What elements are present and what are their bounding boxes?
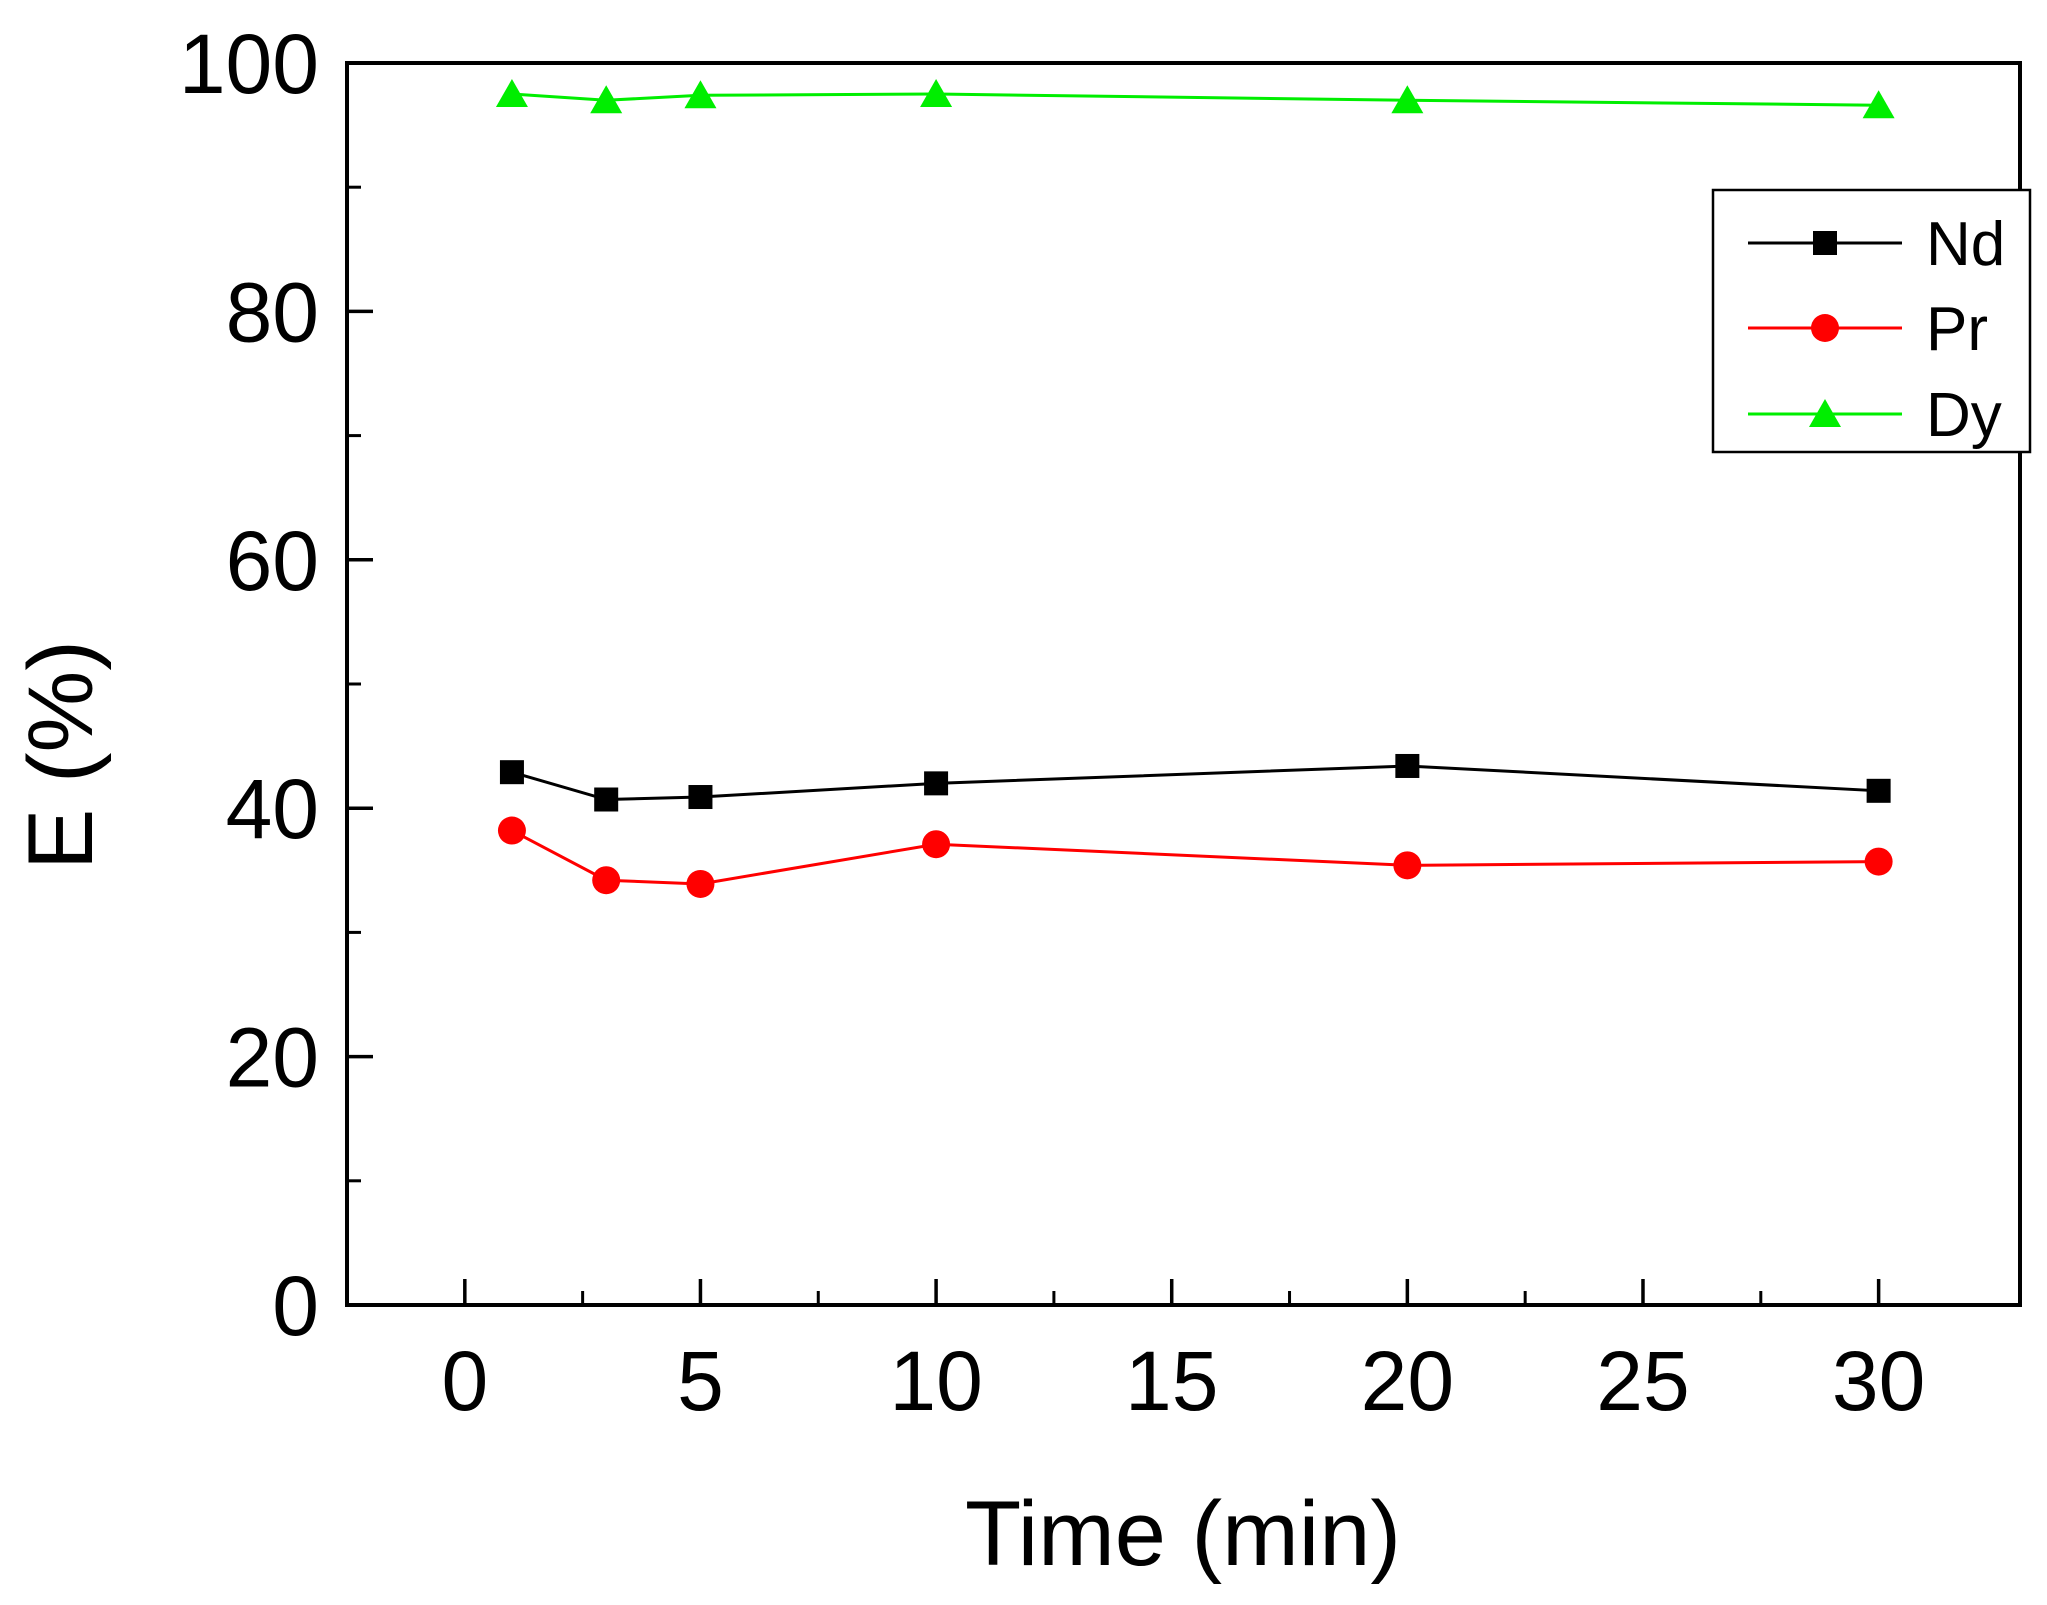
y-tick-label: 60	[226, 514, 319, 608]
x-tick-label: 5	[677, 1334, 724, 1428]
pr-data-point	[1864, 847, 1893, 876]
series-dy	[495, 79, 1895, 119]
dy-data-point	[495, 79, 528, 108]
x-tick-label: 30	[1832, 1334, 1925, 1428]
legend-label-nd: Nd	[1926, 210, 2005, 279]
dy-data-point	[684, 80, 717, 109]
legend-marker-pr	[1811, 314, 1839, 342]
pr-data-point	[686, 869, 715, 898]
y-tick-label: 0	[272, 1259, 319, 1353]
nd-data-point	[924, 771, 949, 796]
pr-data-point	[922, 830, 951, 859]
pr-data-point	[1393, 851, 1422, 880]
dy-data-point	[1862, 90, 1895, 119]
dy-data-point	[590, 85, 623, 114]
y-axis-title: E (%)	[10, 640, 112, 870]
legend-entry-dy: Dy	[1748, 381, 2002, 450]
series-pr	[497, 816, 1893, 898]
series-layer	[495, 79, 1895, 898]
x-tick-label: 25	[1596, 1334, 1689, 1428]
x-tick-label: 15	[1125, 1334, 1218, 1428]
nd-data-point	[1395, 753, 1420, 778]
x-tick-label: 0	[441, 1334, 488, 1428]
series-nd	[499, 753, 1891, 812]
series-line-pr	[511, 829, 1879, 886]
legend-entry-pr: Pr	[1748, 295, 1988, 364]
axis-ticks	[347, 61, 1881, 1307]
y-tick-label: 100	[179, 17, 319, 111]
pr-data-point	[592, 866, 621, 895]
dy-data-point	[1391, 85, 1424, 114]
legend-marker-nd	[1813, 231, 1837, 255]
legend-label-pr: Pr	[1926, 295, 1988, 364]
legend: Nd Pr Dy	[1711, 188, 2032, 454]
legend-box	[1711, 188, 2032, 454]
pr-data-point	[497, 816, 526, 845]
x-axis-title: Time (min)	[965, 1483, 1401, 1585]
x-tick-label: 20	[1361, 1334, 1454, 1428]
dy-data-point	[920, 79, 953, 108]
legend-label-dy: Dy	[1926, 381, 2002, 450]
axis-tick-labels: 0 5 10 15 20 25 30 0 20 40 60 80 100	[179, 17, 1925, 1428]
y-tick-label: 40	[226, 762, 319, 856]
x-tick-label: 10	[889, 1334, 982, 1428]
series-line-dy	[511, 92, 1879, 107]
y-tick-label: 80	[226, 265, 319, 359]
nd-data-point	[1866, 778, 1891, 803]
legend-entry-nd: Nd	[1748, 210, 2005, 279]
nd-data-point	[499, 760, 524, 785]
legend-marker-dy	[1809, 399, 1841, 427]
series-line-nd	[511, 764, 1879, 802]
nd-data-point	[594, 787, 619, 812]
nd-data-point	[688, 785, 713, 810]
y-tick-label: 20	[226, 1011, 319, 1105]
